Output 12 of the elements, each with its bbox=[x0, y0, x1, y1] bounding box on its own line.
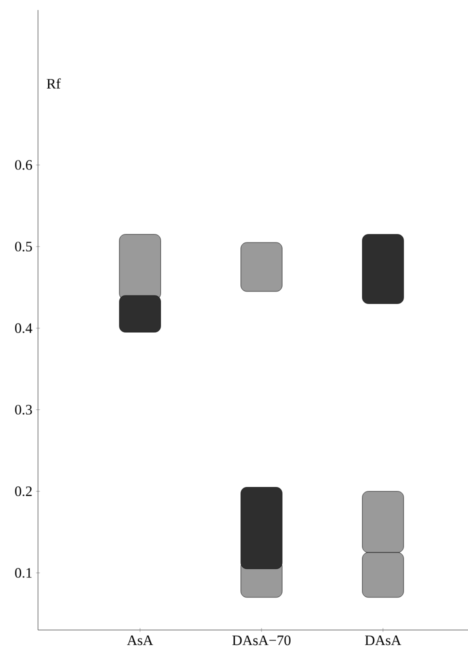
bar bbox=[240, 242, 282, 292]
y-axis-title: Rf bbox=[46, 78, 61, 88]
y-tick-label: 0.5 bbox=[15, 242, 32, 252]
x-tick-label: DAsA−70 bbox=[232, 636, 290, 646]
y-tick-label: 0.2 bbox=[15, 486, 32, 496]
y-tick-label: 0.1 bbox=[15, 568, 32, 578]
y-tick-label: 0.4 bbox=[15, 323, 32, 334]
x-tick-label: DAsA bbox=[365, 636, 402, 646]
y-tick-label: 0.3 bbox=[15, 404, 32, 415]
x-tick-label: AsA bbox=[127, 636, 154, 646]
bar bbox=[362, 234, 404, 304]
y-tick-label: 0.6 bbox=[15, 160, 32, 170]
